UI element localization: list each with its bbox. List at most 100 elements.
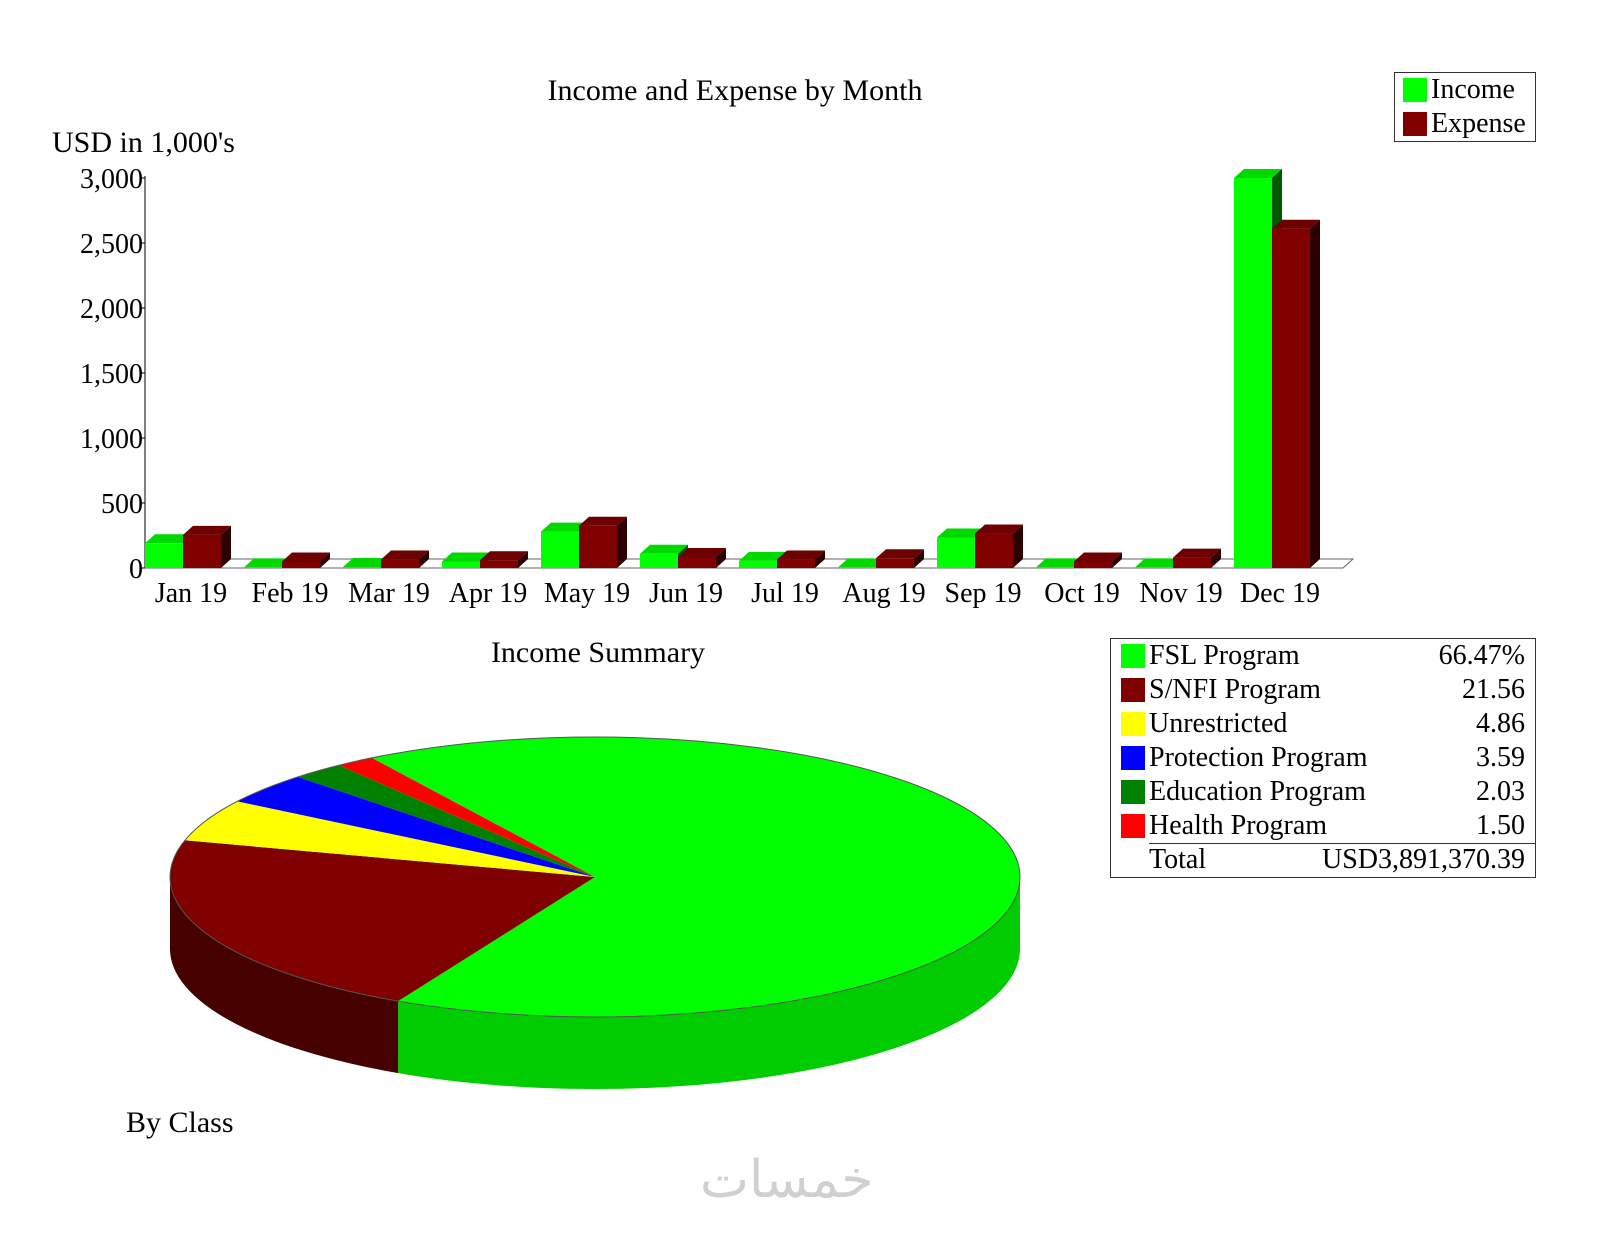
bar-top-income — [244, 558, 292, 568]
bar-side-expense — [518, 551, 528, 568]
pie-slice-education — [297, 765, 595, 877]
legend-value-health: 1.50 — [1476, 810, 1525, 841]
bar-income — [1135, 567, 1173, 568]
bar-top-expense — [678, 547, 726, 557]
x-tick-label: May 19 — [544, 578, 630, 609]
legend-label-unrestricted: Unrestricted — [1149, 708, 1288, 739]
legend-value-unrestricted: 4.86 — [1476, 708, 1525, 739]
y-tick-label: 2,500 — [80, 229, 143, 260]
bar-top-income — [937, 528, 985, 538]
x-tick-label: Aug 19 — [842, 578, 925, 609]
y-tick-label: 3,000 — [80, 164, 143, 195]
legend-total-label: Total — [1149, 844, 1207, 875]
bar-top-expense — [183, 525, 231, 535]
bar-chart-title: Income and Expense by Month — [548, 74, 923, 107]
legend-label-expense: Expense — [1431, 108, 1526, 139]
x-tick-label: Nov 19 — [1139, 578, 1222, 609]
bar-top-expense — [282, 552, 330, 562]
bar-expense — [381, 559, 419, 568]
pie-subtitle: By Class — [126, 1106, 234, 1139]
bar-top-income — [343, 557, 391, 567]
bar-top-expense — [480, 551, 528, 561]
legend-value-fsl: 66.47% — [1438, 640, 1525, 671]
bar-income — [145, 543, 183, 568]
legend-item-unrestricted: Unrestricted 4.86 — [1121, 709, 1525, 739]
legend-value-snfi: 21.56 — [1462, 674, 1525, 705]
legend-value-education: 2.03 — [1476, 776, 1525, 807]
y-tick-label: 2,000 — [80, 294, 143, 325]
bar-top-income — [1036, 558, 1084, 568]
bar-side-expense — [1013, 524, 1023, 568]
legend-item-fsl: FSL Program 66.47% — [1121, 641, 1525, 671]
legend-item-health: Health Program 1.50 — [1121, 811, 1525, 841]
bar-top-expense — [975, 524, 1023, 534]
legend-item-protection: Protection Program 3.59 — [1121, 743, 1525, 773]
bar-top-income — [1234, 169, 1282, 178]
bar-side-expense — [419, 550, 429, 568]
legend-total-value: USD3,891,370.39 — [1321, 844, 1525, 875]
y-tick-label: 500 — [101, 489, 143, 520]
pie-wall-snfi — [170, 877, 399, 1074]
bar-expense — [678, 556, 716, 568]
bar-top-expense — [777, 550, 825, 560]
bar-expense — [876, 558, 914, 568]
x-tick-label: Dec 19 — [1240, 578, 1320, 609]
bar-top-income — [541, 522, 589, 532]
legend-swatch-expense — [1403, 112, 1427, 136]
x-tick-label: Mar 19 — [348, 578, 430, 609]
bar-income — [739, 560, 777, 568]
bar-top-income — [739, 551, 787, 561]
watermark: خمسات — [700, 1150, 874, 1210]
x-tick-label: Jul 19 — [751, 578, 819, 609]
bar-top-income — [442, 552, 490, 562]
pie-slice-fsl — [371, 736, 1020, 1017]
y-tick-label: 1,000 — [80, 424, 143, 455]
legend-swatch-education — [1121, 780, 1145, 804]
x-tick-label: Jun 19 — [649, 578, 723, 609]
x-tick-label: Sep 19 — [945, 578, 1022, 609]
legend-item-snfi: S/NFI Program 21.56 — [1121, 675, 1525, 705]
bar-chart-ylabel: USD in 1,000's — [52, 126, 235, 159]
pie-slice-snfi — [170, 840, 595, 1002]
x-tick-label: Feb 19 — [252, 578, 329, 609]
pie-outline — [169, 736, 1021, 1018]
bar-top-expense — [1272, 219, 1320, 229]
bar-expense — [1173, 557, 1211, 568]
bar-top-income — [640, 544, 688, 554]
pie-slice-protection — [237, 776, 595, 877]
bar-expense — [480, 560, 518, 568]
bar-side-expense — [617, 516, 627, 568]
bar-top-expense — [1074, 552, 1122, 562]
legend-value-protection: 3.59 — [1476, 742, 1525, 773]
x-tick-label: Apr 19 — [449, 578, 528, 609]
legend-swatch-fsl — [1121, 644, 1145, 668]
bar-side-expense — [1310, 219, 1320, 568]
bar-expense — [1272, 228, 1310, 568]
pie-legend: FSL Program 66.47% S/NFI Program 21.56 U… — [1110, 638, 1536, 878]
bar-side-expense — [914, 549, 924, 568]
bar-side-expense — [221, 525, 231, 568]
legend-swatch-income — [1403, 78, 1427, 102]
x-tick-label: Oct 19 — [1044, 578, 1119, 609]
x-tick-label: Jan 19 — [155, 578, 227, 609]
legend-label-protection: Protection Program — [1149, 742, 1368, 773]
bar-income — [937, 537, 975, 568]
bar-side-expense — [716, 547, 726, 568]
bar-income — [541, 531, 579, 568]
legend-swatch-protection — [1121, 746, 1145, 770]
legend-label-education: Education Program — [1149, 776, 1366, 807]
bar-legend: Income Expense — [1394, 72, 1536, 142]
bar-expense — [183, 534, 221, 568]
legend-total: Total USD3,891,370.39 — [1121, 845, 1525, 875]
y-tick-label: 1,500 — [80, 359, 143, 390]
bar-top-income — [1135, 558, 1183, 568]
bar-top-expense — [381, 550, 429, 560]
y-tick-label: 0 — [129, 554, 143, 585]
bar-expense — [579, 525, 617, 568]
bar-expense — [1074, 561, 1112, 568]
legend-label-health: Health Program — [1149, 810, 1328, 841]
legend-swatch-health — [1121, 814, 1145, 838]
bar-income — [244, 567, 282, 568]
bar-side-expense — [1112, 552, 1122, 568]
